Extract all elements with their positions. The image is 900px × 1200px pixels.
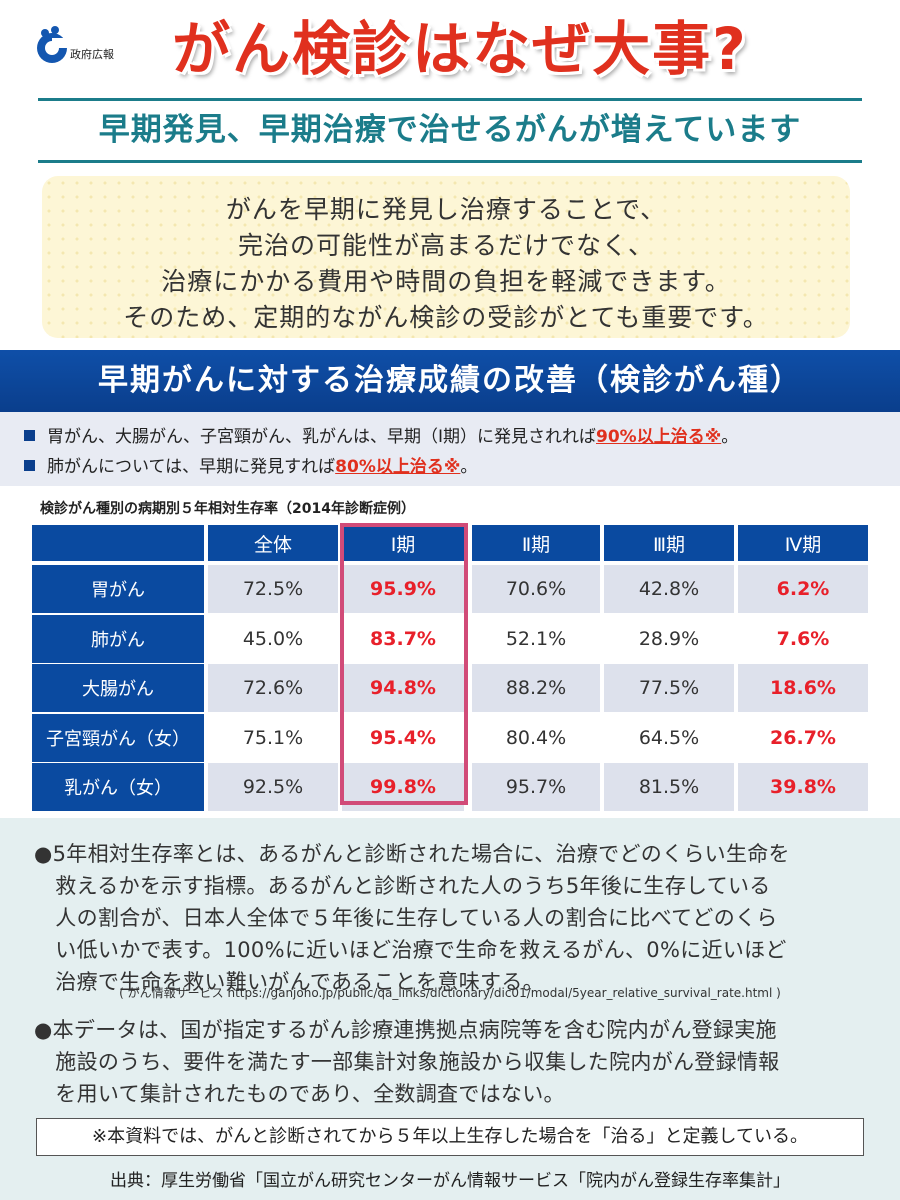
- table-cell: 6.2%: [738, 565, 868, 613]
- para1-line: 治療で生命を救い難いがんであることを意味する。: [34, 970, 544, 994]
- footer-source: 出典：厚生労働省「国立がん研究センターがん情報サービス「院内がん登録生存率集計」: [110, 1171, 790, 1191]
- divider-top: [38, 98, 862, 101]
- note-1-emphasis: 90%以上治る※: [596, 427, 722, 447]
- table-cell: 42.8%: [604, 565, 734, 613]
- table-header-cell: 全体: [208, 525, 338, 561]
- table-row-label: 乳がん（女）: [32, 763, 204, 811]
- para2-line: ●本データは、国が指定するがん診療連携拠点病院等を含む院内がん登録実施: [34, 1018, 777, 1042]
- para1-line: ●5年相対生存率とは、あるがんと診断された場合に、治療でどのくらい生命を: [34, 842, 790, 866]
- table-row-label: 大腸がん: [32, 664, 204, 712]
- government-logo-icon: [37, 26, 68, 63]
- table-cell: 81.5%: [604, 763, 734, 811]
- bullet-square-icon: [24, 460, 35, 471]
- note-1-end: 。: [721, 427, 739, 447]
- table-cell: 75.1%: [208, 713, 338, 762]
- table-cell: 77.5%: [604, 664, 734, 712]
- table-cell: 7.6%: [738, 614, 868, 663]
- table-row-label: 子宮頸がん（女）: [32, 713, 204, 762]
- table-header-cell: Ⅱ期: [472, 525, 600, 561]
- notes-box: [0, 412, 900, 486]
- table-cell: 72.6%: [208, 664, 338, 712]
- note-2-text: 肺がんについては、早期に発見すれば: [47, 457, 336, 477]
- bullet-square-icon: [24, 430, 35, 441]
- intro-line-2: 完治の可能性が高まるだけでなく、: [237, 231, 654, 260]
- table-caption: 検診がん種別の病期別５年相対生存率（2014年診断症例）: [40, 501, 415, 517]
- table-cell: 95.4%: [342, 713, 464, 762]
- table-cell: 45.0%: [208, 614, 338, 663]
- table-cell: 88.2%: [472, 664, 600, 712]
- table-cell: 92.5%: [208, 763, 338, 811]
- page-title: がん検診はなぜ大事?: [172, 15, 748, 83]
- note-2-end: 。: [460, 457, 478, 477]
- page-subtitle: 早期発見、早期治療で治せるがんが増えています: [98, 112, 802, 148]
- table-header-cell: Ⅲ期: [604, 525, 734, 561]
- table-cell: 72.5%: [208, 565, 338, 613]
- table-cell: 95.9%: [342, 565, 464, 613]
- table-cell: 94.8%: [342, 664, 464, 712]
- stage-1-highlight-box: [340, 523, 468, 805]
- table-cell: 18.6%: [738, 664, 868, 712]
- section-band: [0, 350, 900, 412]
- intro-line-1: がんを早期に発見し治療することで、: [225, 195, 667, 224]
- para2-line: を用いて集計されたものであり、全数調査ではない。: [34, 1082, 565, 1106]
- para1-line: 人の割合が、日本人全体で５年後に生存している人の割合に比べてどのくら: [34, 906, 778, 930]
- table-cell: 39.8%: [738, 763, 868, 811]
- divider-bottom: [38, 160, 862, 163]
- explanation-paragraph-2: ●本データは、国が指定するがん診療連携拠点病院等を含む院内がん登録実施 施設のう…: [34, 1014, 874, 1110]
- note-1: 胃がん、大腸がん、子宮頸がん、乳がんは、早期（Ⅰ期）に発見されれば90%以上治る…: [24, 422, 738, 447]
- note-1-text: 胃がん、大腸がん、子宮頸がん、乳がんは、早期（Ⅰ期）に発見されれば: [47, 427, 597, 447]
- table-cell: 28.9%: [604, 614, 734, 663]
- definition-box: ※本資料では、がんと診断されてから５年以上生存した場合を「治る」と定義している。: [36, 1118, 864, 1156]
- table-cell: 70.6%: [472, 565, 600, 613]
- source-citation-link[interactable]: ( がん情報サービス https://ganjoho.jp/public/qa_…: [119, 986, 781, 1000]
- note-2-emphasis: 80%以上治る※: [335, 457, 461, 477]
- explanation-paragraph-1: ●5年相対生存率とは、あるがんと診断された場合に、治療でどのくらい生命を 救える…: [34, 838, 874, 998]
- government-pr-label: 政府広報: [70, 48, 114, 61]
- para1-line: 救えるかを示す指標。あるがんと診断された人のうち5年後に生存している: [34, 874, 771, 898]
- para1-line: い低いかで表す。100%に近いほど治療で生命を救えるがん、0%に近いほど: [34, 938, 787, 962]
- table-row-label: 肺がん: [32, 614, 204, 663]
- section-heading: 早期がんに対する治療成績の改善（検診がん種）: [98, 363, 802, 398]
- intro-line-3: 治療にかかる費用や時間の負担を軽減できます。: [161, 267, 731, 296]
- table-cell: 64.5%: [604, 713, 734, 762]
- note-2: 肺がんについては、早期に発見すれば80%以上治る※。: [24, 452, 477, 477]
- table-cell: 52.1%: [472, 614, 600, 663]
- table-row-label: 胃がん: [32, 565, 204, 613]
- intro-box: [42, 176, 850, 338]
- table-cell: 83.7%: [342, 614, 464, 663]
- table-cell: 26.7%: [738, 713, 868, 762]
- para2-line: 施設のうち、要件を満たす一部集計対象施設から収集した院内がん登録情報: [34, 1050, 780, 1074]
- table-header-corner: [32, 525, 204, 561]
- table-cell: 95.7%: [472, 763, 600, 811]
- table-header-cell: Ⅰ期: [342, 525, 464, 561]
- table-cell: 80.4%: [472, 713, 600, 762]
- intro-line-4: そのため、定期的ながん検診の受診がとても重要です。: [123, 303, 769, 332]
- table-header-cell: Ⅳ期: [738, 525, 868, 561]
